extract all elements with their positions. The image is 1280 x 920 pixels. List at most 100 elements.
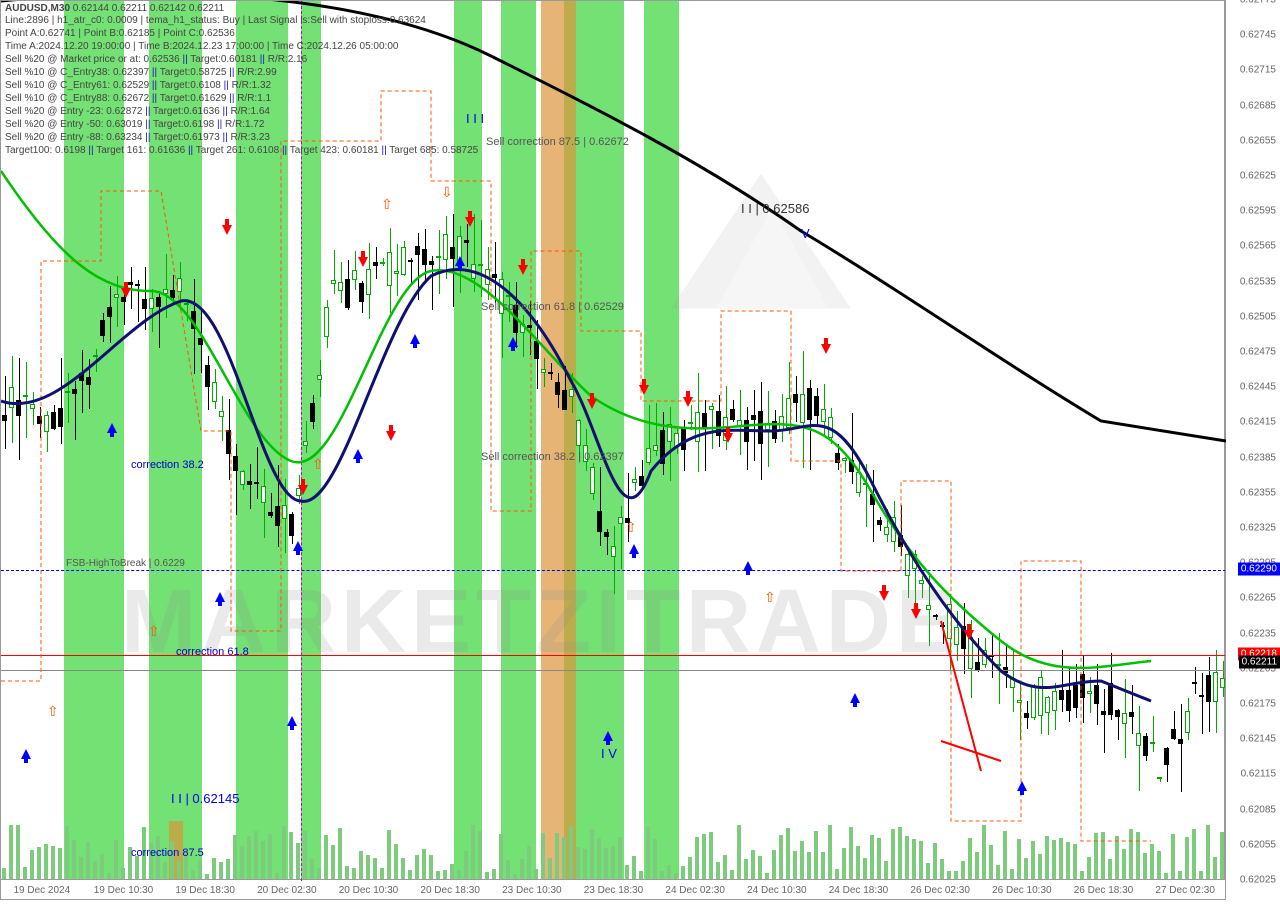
sell-arrow-icon (683, 397, 693, 407)
buy-arrow-icon (107, 423, 117, 433)
sell-arrow-icon (386, 431, 396, 441)
x-tick: 23 Dec 18:30 (584, 885, 644, 896)
y-tick: 0.62565 (1240, 241, 1276, 252)
buy-arrow-icon (629, 544, 639, 554)
sell-arrow-icon (911, 609, 921, 619)
y-tick: 0.62265 (1240, 593, 1276, 604)
x-tick: 24 Dec 18:30 (829, 885, 889, 896)
y-tick: 0.62655 (1240, 135, 1276, 146)
sell-arrow-icon (518, 265, 528, 275)
x-tick: 20 Dec 10:30 (339, 885, 399, 896)
signal-arrow-icon: ⇩ (441, 184, 453, 201)
y-tick: 0.62325 (1240, 523, 1276, 534)
info-line: Time A:2024.12.20 19:00:00 | Time B:2024… (1, 41, 398, 52)
ohlc-values: 0.62144 0.62211 0.62142 0.62211 (73, 3, 224, 14)
y-tick: 0.62595 (1240, 206, 1276, 217)
sell-correction-label: Sell correction 61.8 | 0.62529 (481, 301, 624, 313)
sell-arrow-icon (465, 217, 475, 227)
y-tick: 0.62535 (1240, 276, 1276, 287)
y-tick: 0.62115 (1241, 769, 1276, 780)
buy-arrow-icon (743, 561, 753, 571)
sell-arrow-icon (121, 288, 131, 298)
correction-label: correction 87.5 (131, 847, 204, 859)
watermark-text: MARKETZITRADE (121, 571, 961, 674)
buy-arrow-icon (353, 449, 363, 459)
sell-arrow-icon (879, 591, 889, 601)
price-badge: 0.62211 (1239, 655, 1280, 668)
x-tick: 20 Dec 02:30 (257, 885, 317, 896)
x-tick: 24 Dec 10:30 (747, 885, 807, 896)
info-line: Sell %10 @ C_Entry61: 0.62529 || Target:… (1, 80, 271, 91)
y-axis: 0.627750.627450.627150.626850.626550.626… (1225, 0, 1280, 900)
wave-label: I I | 0.62586 (741, 201, 809, 216)
signal-band-orange (541, 1, 576, 881)
x-axis: 19 Dec 2024 19 Dec 10:30 19 Dec 18:30 20 De… (1, 879, 1226, 899)
y-tick: 0.62145 (1240, 734, 1276, 745)
buy-arrow-icon (1017, 781, 1027, 791)
y-tick: 0.62175 (1240, 699, 1276, 710)
y-tick: 0.62235 (1240, 628, 1276, 639)
info-line: Sell %20 @ Entry -23: 0.62872 || Target:… (1, 106, 270, 117)
y-tick: 0.62685 (1240, 100, 1276, 111)
buy-arrow-icon (293, 541, 303, 551)
sell-arrow-icon (298, 485, 308, 495)
info-line: Point A:0.62741 | Point B:0.62185 | Poin… (1, 28, 235, 39)
info-line: Sell %20 @ Entry -88: 0.63234 || Target:… (1, 132, 270, 143)
y-tick: 0.62505 (1240, 311, 1276, 322)
info-line: Sell %10 @ C_Entry88: 0.62672 || Target:… (1, 93, 271, 104)
x-tick: 26 Dec 10:30 (992, 885, 1052, 896)
signal-arrow-icon: ⇧ (47, 703, 59, 720)
signal-arrow-icon: ⇧ (312, 456, 324, 473)
signal-band-green (454, 1, 482, 881)
info-line: Sell %20 @ Entry -50: 0.63019 || Target:… (1, 119, 264, 130)
y-tick: 0.62055 (1240, 839, 1276, 850)
signal-arrow-icon: ⇧ (148, 623, 160, 640)
symbol-header: AUDUSD,M30 0.62144 0.62211 0.62142 0.622… (1, 3, 224, 14)
y-tick: 0.62355 (1240, 487, 1276, 498)
y-tick: 0.62445 (1240, 382, 1276, 393)
sell-correction-label: Sell correction 87.5 | 0.62672 (486, 136, 629, 148)
chart-area[interactable]: MARKETZITRADE FSB-HighToBreak | 0.6229 ⇧… (0, 0, 1225, 900)
sell-arrow-icon (587, 399, 597, 409)
y-tick: 0.62085 (1240, 804, 1276, 815)
x-tick: 20 Dec 18:30 (420, 885, 480, 896)
signal-arrow-icon: ⇧ (764, 589, 776, 606)
buy-arrow-icon (455, 256, 465, 266)
y-tick: 0.62385 (1240, 452, 1276, 463)
wave-label: I I | 0.62145 (171, 791, 239, 806)
wave-label: I I I (466, 111, 484, 126)
buy-arrow-icon (287, 716, 297, 726)
wave-label: V (801, 226, 810, 241)
sell-correction-label: Sell correction 38.2 | 0.62397 (481, 451, 624, 463)
vertical-time-marker (301, 1, 302, 881)
correction-label: correction 38.2 (131, 459, 204, 471)
sell-arrow-icon (964, 630, 974, 640)
buy-arrow-icon (21, 749, 31, 759)
sell-arrow-icon (639, 385, 649, 395)
x-tick: 23 Dec 10:30 (502, 885, 562, 896)
x-tick: 26 Dec 02:30 (910, 885, 970, 896)
y-tick: 0.62625 (1240, 171, 1276, 182)
x-tick: 27 Dec 02:30 (1155, 885, 1215, 896)
buy-arrow-icon (215, 592, 225, 602)
buy-arrow-icon (850, 693, 860, 703)
x-tick: 26 Dec 18:30 (1074, 885, 1134, 896)
x-tick: 19 Dec 18:30 (175, 885, 235, 896)
info-line: Sell %10 @ C_Entry38: 0.62397 || Target:… (1, 67, 277, 78)
y-tick: 0.62745 (1240, 30, 1276, 41)
sell-arrow-icon (222, 225, 232, 235)
correction-label: correction 61.8 (176, 646, 249, 658)
info-line: Sell %20 @ Market price or at: 0.62536 |… (1, 54, 307, 65)
x-tick: 19 Dec 10:30 (94, 885, 154, 896)
fsb-high-label: FSB-HighToBreak | 0.6229 (66, 558, 185, 569)
y-tick: 0.62775 (1240, 0, 1276, 6)
watermark-logo (641, 151, 881, 331)
signal-arrow-icon: ⇧ (381, 196, 393, 213)
price-badge: 0.62290 (1238, 563, 1280, 576)
sell-arrow-icon (358, 257, 368, 267)
symbol-name: AUDUSD,M30 (5, 3, 70, 14)
y-tick: 0.62025 (1240, 875, 1276, 886)
info-line: Line:2896 | h1_atr_c0: 0.0009 | tema_h1_… (1, 15, 426, 26)
buy-arrow-icon (410, 334, 420, 344)
x-tick: 19 Dec 2024 (13, 885, 70, 896)
